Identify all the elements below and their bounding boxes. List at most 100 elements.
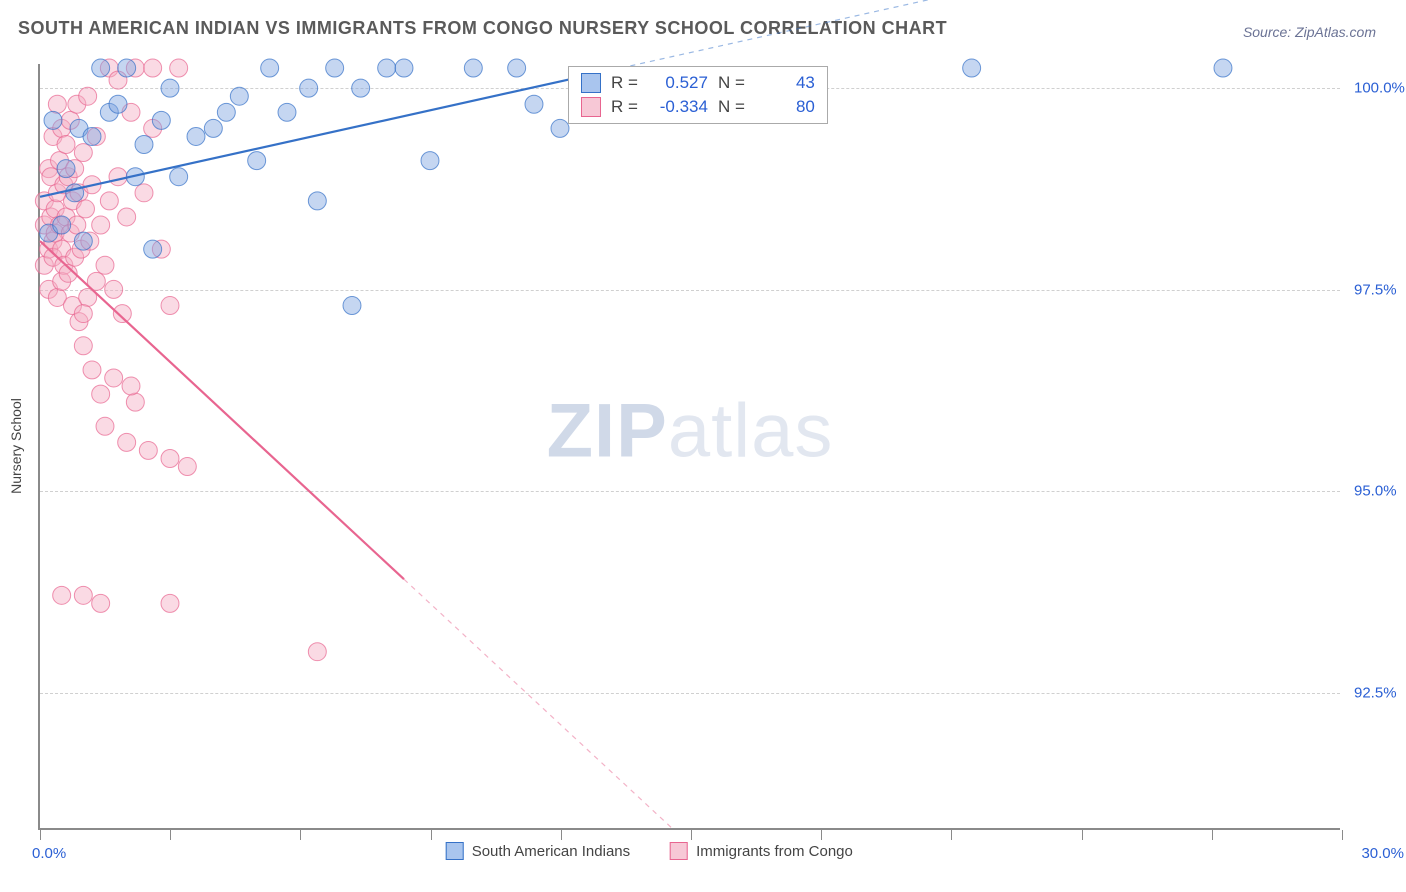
x-tick: [691, 830, 692, 840]
scatter-point: [204, 119, 222, 137]
scatter-point: [139, 441, 157, 459]
scatter-point: [308, 643, 326, 661]
scatter-point: [122, 377, 140, 395]
stats-r-value-1: -0.334: [648, 97, 708, 117]
legend-swatch-1: [670, 842, 688, 860]
y-axis-label: Nursery School: [8, 398, 24, 494]
x-tick: [170, 830, 171, 840]
scatter-point: [395, 59, 413, 77]
x-tick: [431, 830, 432, 840]
scatter-point: [105, 280, 123, 298]
scatter-point: [343, 297, 361, 315]
scatter-point: [230, 87, 248, 105]
scatter-point: [187, 127, 205, 145]
scatter-point: [525, 95, 543, 113]
y-tick-label: 100.0%: [1354, 80, 1406, 97]
scatter-point: [57, 160, 75, 178]
stats-row-series-1: R = -0.334 N = 80: [581, 97, 815, 117]
scatter-point: [161, 594, 179, 612]
scatter-point: [74, 305, 92, 323]
scatter-point: [135, 136, 153, 154]
scatter-point: [464, 59, 482, 77]
scatter-point: [508, 59, 526, 77]
scatter-svg: [40, 64, 1340, 829]
stats-row-series-0: R = 0.527 N = 43: [581, 73, 815, 93]
chart-container: SOUTH AMERICAN INDIAN VS IMMIGRANTS FROM…: [0, 0, 1406, 892]
stats-n-label-1: N =: [718, 97, 745, 117]
stats-r-label-1: R =: [611, 97, 638, 117]
scatter-point: [421, 152, 439, 170]
stats-r-label-0: R =: [611, 73, 638, 93]
legend-label-1: Immigrants from Congo: [696, 843, 853, 860]
x-tick: [40, 830, 41, 840]
scatter-point: [378, 59, 396, 77]
scatter-point: [161, 79, 179, 97]
scatter-point: [113, 305, 131, 323]
x-tick: [951, 830, 952, 840]
scatter-point: [74, 586, 92, 604]
scatter-point: [118, 59, 136, 77]
regression-line: [40, 241, 404, 579]
x-tick: [561, 830, 562, 840]
scatter-point: [96, 417, 114, 435]
scatter-point: [48, 95, 66, 113]
scatter-point: [126, 393, 144, 411]
scatter-point: [83, 127, 101, 145]
y-tick-label: 95.0%: [1354, 483, 1406, 500]
scatter-point: [92, 216, 110, 234]
legend-item-0: South American Indians: [446, 842, 630, 860]
scatter-point: [74, 144, 92, 162]
scatter-point: [53, 586, 71, 604]
scatter-point: [53, 216, 71, 234]
scatter-point: [100, 192, 118, 210]
scatter-point: [144, 59, 162, 77]
scatter-point: [308, 192, 326, 210]
scatter-point: [217, 103, 235, 121]
scatter-point: [963, 59, 981, 77]
scatter-point: [300, 79, 318, 97]
x-tick: [300, 830, 301, 840]
scatter-point: [77, 200, 95, 218]
stats-n-value-0: 43: [755, 73, 815, 93]
scatter-point: [66, 184, 84, 202]
regression-line: [40, 68, 621, 197]
scatter-point: [551, 119, 569, 137]
x-lim-left-label: 0.0%: [32, 845, 66, 862]
stats-n-label-0: N =: [718, 73, 745, 93]
x-tick: [1082, 830, 1083, 840]
scatter-point: [92, 59, 110, 77]
scatter-point: [74, 337, 92, 355]
source-attribution: Source: ZipAtlas.com: [1243, 24, 1376, 40]
x-tick: [1342, 830, 1343, 840]
scatter-point: [96, 256, 114, 274]
scatter-point: [118, 208, 136, 226]
scatter-point: [152, 111, 170, 129]
x-tick: [1212, 830, 1213, 840]
scatter-point: [248, 152, 266, 170]
scatter-point: [278, 103, 296, 121]
scatter-point: [57, 136, 75, 154]
stats-swatch-0: [581, 73, 601, 93]
scatter-point: [261, 59, 279, 77]
scatter-point: [135, 184, 153, 202]
scatter-point: [118, 433, 136, 451]
plot-area: Nursery School 100.0%97.5%95.0%92.5% ZIP…: [38, 64, 1340, 830]
scatter-point: [44, 111, 62, 129]
scatter-point: [170, 59, 188, 77]
scatter-point: [92, 385, 110, 403]
x-lim-right-label: 30.0%: [1361, 845, 1404, 862]
y-tick-label: 92.5%: [1354, 684, 1406, 701]
scatter-point: [161, 297, 179, 315]
scatter-point: [92, 594, 110, 612]
scatter-point: [1214, 59, 1232, 77]
scatter-point: [170, 168, 188, 186]
scatter-point: [105, 369, 123, 387]
scatter-point: [326, 59, 344, 77]
scatter-point: [79, 87, 97, 105]
scatter-point: [178, 458, 196, 476]
stats-r-value-0: 0.527: [648, 73, 708, 93]
y-tick-label: 97.5%: [1354, 281, 1406, 298]
scatter-point: [83, 361, 101, 379]
x-tick: [821, 830, 822, 840]
legend-swatch-0: [446, 842, 464, 860]
